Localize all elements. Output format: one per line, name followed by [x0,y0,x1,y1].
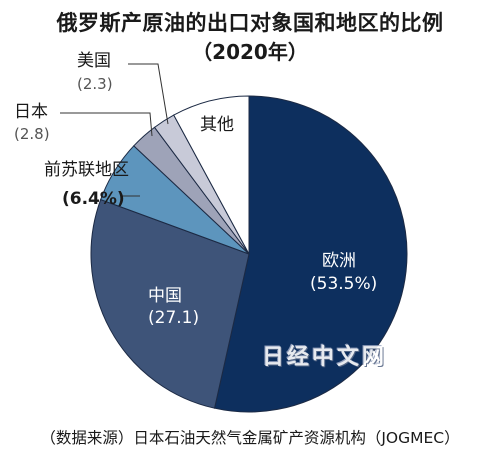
slice-value-japan: (2.8) [14,125,50,143]
slice-value-former-ussr: (6.4%) [62,189,125,209]
slice-label-europe: 欧洲 [322,251,356,271]
watermark: 日经中文网 [262,345,388,370]
slice-label-former-ussr: 前苏联地区 [44,160,129,180]
label-leader-lines [60,63,169,197]
slice-value-usa: (2.3) [77,75,113,93]
pie-slices [90,95,408,413]
slice-value-europe: (53.5%) [310,274,377,294]
slice-label-japan: 日本 [14,102,48,122]
slice-label-usa: 美国 [77,51,111,71]
leader-usa [128,63,169,125]
chart-subtitle: （2020年） [192,40,308,64]
slice-label-china: 中国 [148,286,182,306]
slice-labels: 欧洲 (53.5%) 中国(27.1) 前苏联地区 (6.4%) 日本 (2.8) 美国 (2.… [14,51,377,328]
chart-title: 俄罗斯产原油的出口对象国和地区的比例 [56,11,444,35]
slice-label-other: 其他 [200,115,234,135]
slice-value-china: (27.1) [148,308,199,328]
leader-japan [60,112,153,137]
pie-slice-5 [173,95,250,255]
source-note: （数据来源）日本石油天然气金属矿产资源机构（JOGMEC） [40,429,460,447]
pie-slice-0 [213,95,408,413]
pie-slice-1 [90,198,250,409]
